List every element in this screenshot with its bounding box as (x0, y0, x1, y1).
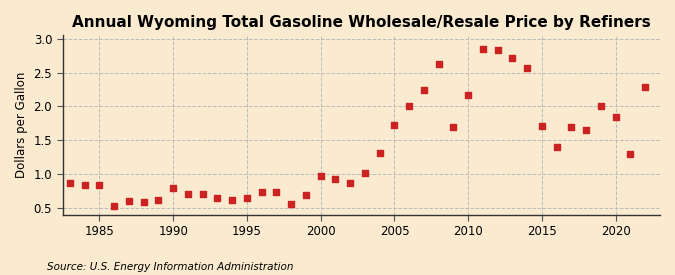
Point (109, 204, 119, 209)
Point (566, 125, 577, 129)
Point (478, 47, 489, 51)
Point (94, 183, 105, 188)
Point (463, 93, 474, 97)
Point (138, 200, 149, 204)
Point (640, 84, 651, 89)
Point (625, 152, 636, 156)
Point (65, 181, 76, 186)
Point (448, 125, 459, 129)
Text: Source: U.S. Energy Information Administration: Source: U.S. Energy Information Administ… (47, 262, 294, 272)
Point (315, 174, 326, 178)
Point (256, 190, 267, 194)
Y-axis label: Dollars per Gallon: Dollars per Gallon (15, 72, 28, 178)
Point (153, 197, 164, 202)
Point (537, 124, 547, 128)
Title: Annual Wyoming Total Gasoline Wholesale/Resale Price by Refiners: Annual Wyoming Total Gasoline Wholesale/… (72, 15, 651, 30)
Point (227, 197, 238, 202)
Point (389, 123, 400, 128)
Point (492, 47, 503, 52)
Point (286, 202, 296, 206)
Point (418, 88, 429, 92)
Point (433, 62, 444, 67)
Point (330, 177, 341, 181)
Point (242, 196, 252, 200)
Point (182, 191, 193, 196)
Point (271, 190, 282, 194)
Point (197, 192, 208, 197)
Point (212, 196, 223, 200)
Point (507, 56, 518, 60)
Point (80, 183, 90, 188)
Point (124, 199, 134, 203)
Point (375, 151, 385, 155)
Point (595, 103, 606, 108)
Point (581, 128, 592, 132)
Point (404, 103, 414, 108)
Point (610, 114, 621, 119)
Point (522, 66, 533, 70)
Point (360, 171, 371, 175)
Point (345, 181, 356, 186)
Point (300, 193, 311, 197)
Point (168, 186, 179, 190)
Point (551, 145, 562, 149)
